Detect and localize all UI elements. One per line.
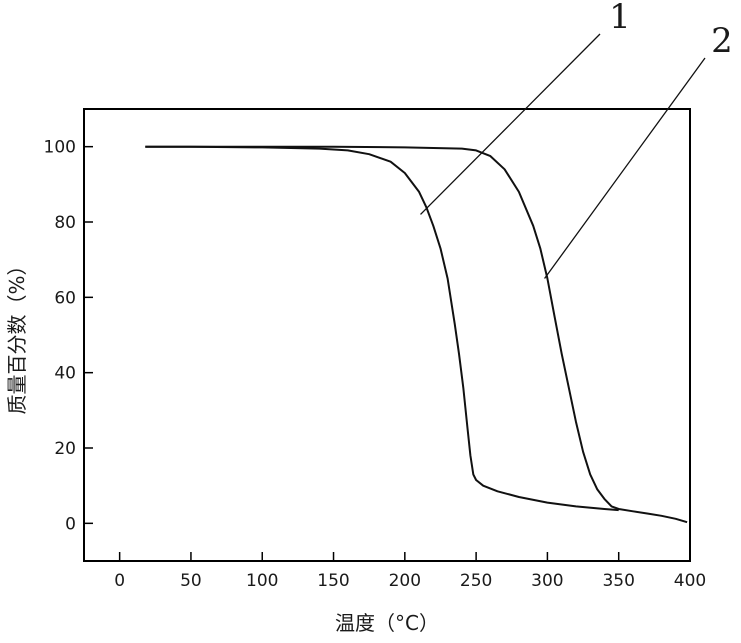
y-tick-label: 100 <box>44 138 76 158</box>
y-tick-label: 0 <box>65 514 76 534</box>
y-axis: 0 20 40 60 80 100 <box>44 138 93 534</box>
x-tick-label: 350 <box>602 571 634 591</box>
x-tick-label: 250 <box>460 571 492 591</box>
x-tick-label: 50 <box>180 571 202 591</box>
series-layer <box>145 145 688 524</box>
y-tick-label: 40 <box>54 364 76 384</box>
callout-label-1: 1 <box>609 0 631 37</box>
series-line-1 <box>145 145 619 512</box>
callout-leader-1 <box>420 33 601 215</box>
x-tick-label: 150 <box>317 571 349 591</box>
x-tick-label: 300 <box>531 571 563 591</box>
y-tick-label: 80 <box>54 213 76 233</box>
x-tick-label: 400 <box>674 571 706 591</box>
callouts: 12 <box>420 0 733 279</box>
callout-label-2: 2 <box>711 21 733 61</box>
x-tick-label: 200 <box>389 571 421 591</box>
y-axis-title: 质量百分数（%） <box>5 255 29 414</box>
x-axis-title: 温度（°C） <box>335 611 439 635</box>
x-tick-label: 100 <box>246 571 278 591</box>
plot-frame <box>83 108 691 562</box>
x-axis: 0 50 100 150 200 250 300 350 400 <box>114 552 706 591</box>
callout-leader-2 <box>544 57 706 279</box>
x-tick-label: 0 <box>114 571 125 591</box>
y-tick-label: 20 <box>54 439 76 459</box>
y-tick-label: 60 <box>54 288 76 308</box>
series-line-2 <box>145 145 688 524</box>
